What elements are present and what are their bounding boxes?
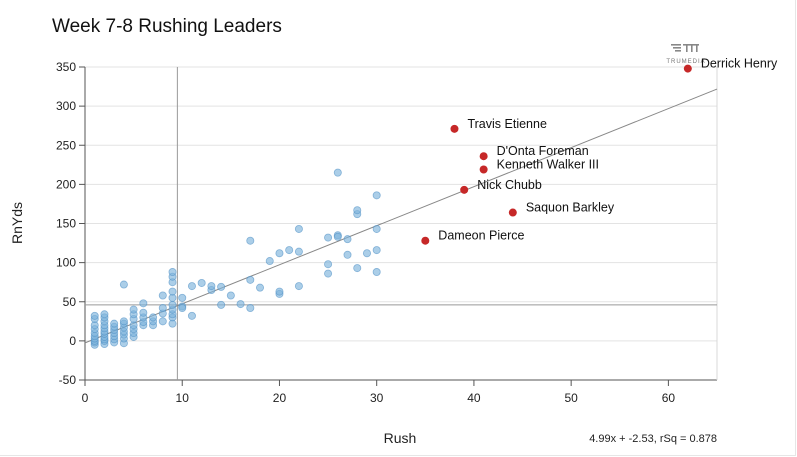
data-point [256,283,265,292]
data-point [353,264,362,273]
player-label: D'Onta Foreman [497,144,589,158]
data-point [324,260,333,269]
data-point [139,308,148,317]
data-point [324,233,333,242]
trend-line [84,88,718,344]
data-point [158,317,167,326]
data-point [294,224,303,233]
x-tick-label: 0 [82,391,89,405]
highlight-point [508,208,517,217]
data-point [275,287,284,296]
data-point [217,282,226,291]
data-point [187,282,196,291]
data-point [246,304,255,313]
data-point [372,224,381,233]
data-point [285,246,294,255]
data-point [139,299,148,308]
data-point [178,304,187,313]
y-axis-label: RnYds [9,202,25,244]
chart-title: Week 7-8 Rushing Leaders [52,16,282,37]
player-label: Travis Etienne [467,117,546,131]
x-axis-label: Rush [384,430,417,446]
player-label: Derrick Henry [701,57,778,71]
data-point [119,280,128,289]
data-point [246,275,255,284]
x-tick-label: 10 [176,391,190,405]
y-tick-label: 250 [56,138,76,152]
data-point [333,168,342,177]
data-point [217,300,226,309]
highlight-point [479,165,488,174]
data-point [362,249,371,258]
highlight-point [479,152,488,161]
data-point [333,232,342,241]
y-tick-label: 150 [56,217,76,231]
data-point [100,310,109,319]
data-point [187,311,196,320]
data-point [372,191,381,200]
trumedia-logo: TRUMEDIA [664,40,708,65]
data-point [207,282,216,291]
data-point [129,305,138,314]
data-point [158,291,167,300]
data-point [110,319,119,328]
regression-equation: 4.99x + -2.53, rSq = 0.878 [589,433,717,445]
data-point [168,300,177,309]
player-label: Nick Chubb [477,178,542,192]
data-point [158,304,167,313]
x-tick-label: 20 [273,391,287,405]
data-point [236,300,245,309]
player-label: Kenneth Walker III [497,158,599,172]
data-point [353,206,362,215]
data-point [197,278,206,287]
data-point [372,246,381,255]
data-point [246,236,255,245]
highlight-point [450,124,459,133]
data-point [372,268,381,277]
data-point [119,317,128,326]
y-tick-label: 50 [63,295,77,309]
data-point [294,247,303,256]
highlight-point [683,64,692,73]
data-point [343,250,352,259]
data-point [178,293,187,302]
data-point [149,313,158,322]
data-point [275,249,284,258]
player-label: Saquon Barkley [526,201,615,215]
y-tick-label: 350 [56,60,76,74]
data-point [168,287,177,296]
highlight-point [421,236,430,245]
data-point [294,282,303,291]
data-point [168,268,177,277]
data-point [343,235,352,244]
player-label: Dameon Pierce [438,229,524,243]
x-tick-label: 60 [662,391,676,405]
y-tick-label: -50 [59,373,77,387]
trumedia-logo-icon [671,44,699,52]
x-tick-label: 30 [370,391,384,405]
x-tick-label: 40 [467,391,481,405]
highlight-point [460,185,469,194]
y-tick-label: 300 [56,99,76,113]
data-point [265,257,274,266]
x-tick-label: 50 [564,391,578,405]
y-tick-label: 200 [56,177,76,191]
data-point [90,311,99,320]
data-point [324,269,333,278]
y-tick-label: 0 [69,334,76,348]
y-tick-label: 100 [56,256,76,270]
data-point [226,291,235,300]
